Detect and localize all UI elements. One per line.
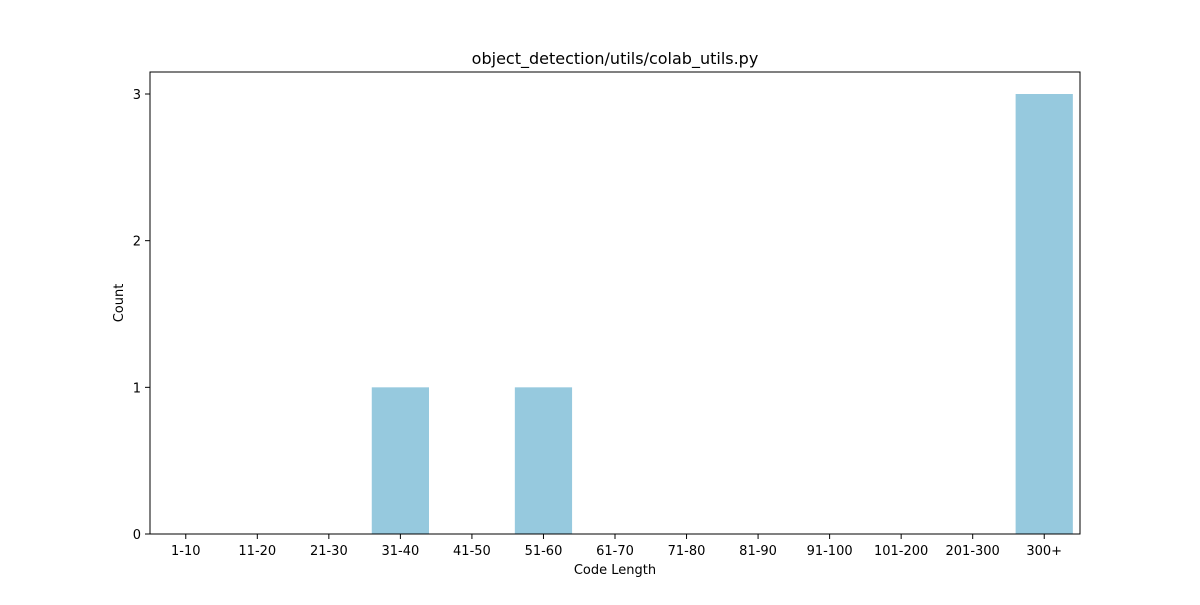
y-tick-label: 0 [133, 528, 141, 543]
x-tick-label: 300+ [1026, 544, 1062, 559]
x-tick-label: 71-80 [668, 544, 706, 559]
x-axis-label: Code Length [574, 563, 656, 578]
x-tick-label: 41-50 [453, 544, 491, 559]
x-tick-label: 91-100 [807, 544, 853, 559]
y-tick-label: 2 [133, 235, 141, 250]
x-tick-label: 51-60 [525, 544, 563, 559]
bar-31-40 [371, 387, 429, 534]
x-tick-label: 61-70 [596, 544, 634, 559]
bars-group [371, 94, 1073, 534]
y-axis-label: Count [112, 284, 127, 323]
bar-51-60 [514, 387, 573, 534]
x-tick-label: 21-30 [310, 544, 348, 559]
x-axis-ticks: 1-10 11-20 21-30 31-40 41-50 51-60 61-70 71-80 8… [171, 534, 1062, 559]
y-tick-label: 3 [133, 88, 141, 103]
y-axis-ticks: 0 1 2 3 [133, 88, 150, 543]
plot-frame [149, 71, 1081, 535]
x-tick-label: 81-90 [739, 544, 777, 559]
x-tick-label: 31-40 [381, 544, 419, 559]
chart-title: object_detection/utils/colab_utils.py [472, 49, 759, 69]
x-tick-label: 201-300 [946, 544, 1000, 559]
x-tick-label: 101-200 [874, 544, 928, 559]
bar-300+ [1015, 94, 1073, 534]
y-tick-label: 1 [133, 381, 141, 396]
x-tick-label: 11-20 [238, 544, 276, 559]
x-tick-label: 1-10 [171, 544, 201, 559]
